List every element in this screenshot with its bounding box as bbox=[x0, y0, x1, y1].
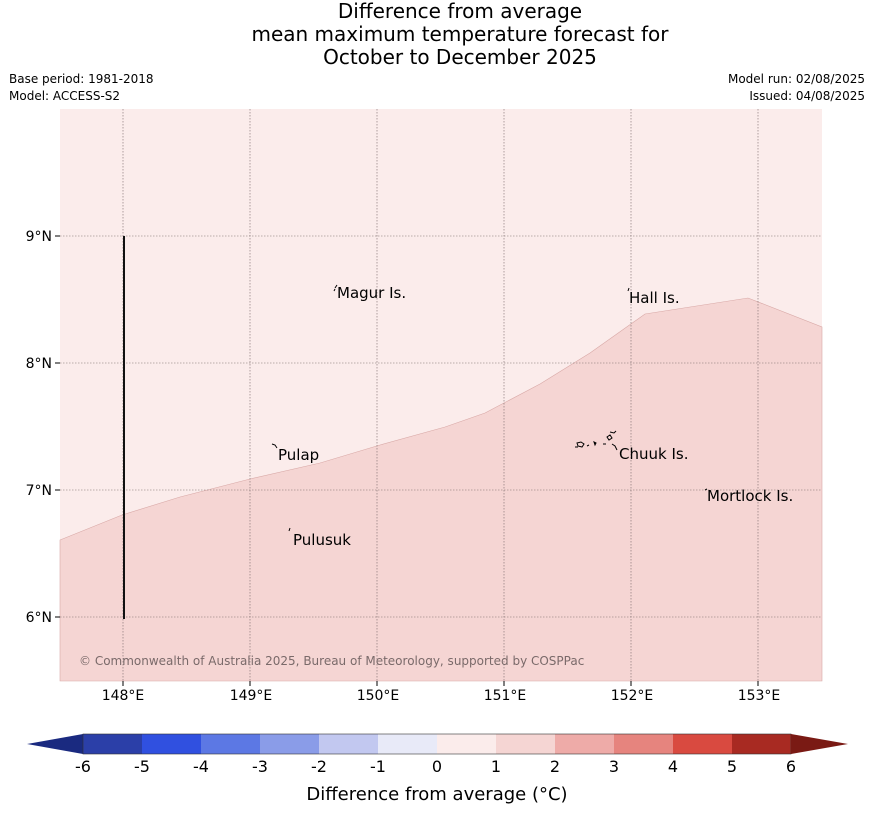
title-line-1: Difference from average bbox=[337, 0, 583, 23]
colorbar-cell bbox=[614, 734, 674, 754]
colorbar-tick-label: -6 bbox=[75, 757, 91, 776]
colorbar-high-extend bbox=[791, 734, 848, 754]
title-line-3: October to December 2025 bbox=[323, 45, 597, 69]
place-mortlock: Mortlock Is. bbox=[707, 487, 793, 505]
lon-label-151: 151°E bbox=[484, 688, 527, 704]
island-outlines bbox=[271, 284, 708, 532]
island-mortlock bbox=[704, 488, 708, 491]
model-run: Model run: 02/08/2025 bbox=[727, 72, 865, 86]
grid-lines bbox=[60, 109, 822, 681]
copyright-notice: © Commonwealth of Australia 2025, Bureau… bbox=[79, 654, 584, 668]
colorbar-tick-label: -5 bbox=[134, 757, 150, 776]
island-pulap bbox=[271, 443, 278, 449]
island-chuuk bbox=[575, 430, 618, 451]
base-period: Base period: 1981-2018 bbox=[9, 72, 154, 86]
colorbar-tick-label: -3 bbox=[252, 757, 268, 776]
colorbar-tick-label: 6 bbox=[786, 757, 796, 776]
lon-label-153: 153°E bbox=[738, 688, 781, 704]
map-panel: 148°E 149°E 150°E 151°E 152°E 153°E 9°N … bbox=[26, 109, 823, 704]
zone-1-to-2 bbox=[59, 297, 823, 682]
colorbar-tick-label: 2 bbox=[550, 757, 560, 776]
colorbar-ticks: -6 -5 -4 -3 -2 -1 0 1 2 3 4 5 6 bbox=[75, 757, 796, 776]
colorbar-cell bbox=[673, 734, 733, 754]
colorbar-tick-label: -2 bbox=[311, 757, 327, 776]
lat-label-9: 9°N bbox=[26, 229, 52, 245]
lat-label-8: 8°N bbox=[26, 356, 52, 372]
colorbar-cell bbox=[555, 734, 615, 754]
lat-label-7: 7°N bbox=[26, 483, 52, 499]
colorbar-cell bbox=[142, 734, 202, 754]
colorbar-low-extend bbox=[27, 734, 83, 754]
colorbar-cell bbox=[732, 734, 792, 754]
colorbar: -6 -5 -4 -3 -2 -1 0 1 2 3 4 5 6 Difference from aver… bbox=[27, 733, 848, 805]
colorbar-cells bbox=[82, 733, 792, 755]
colorbar-cell bbox=[201, 734, 261, 754]
colorbar-cell bbox=[319, 734, 379, 754]
place-pulap: Pulap bbox=[278, 446, 319, 464]
colorbar-cell bbox=[496, 734, 556, 754]
lon-label-150: 150°E bbox=[357, 688, 400, 704]
place-pulusuk: Pulusuk bbox=[293, 531, 351, 549]
colorbar-tick-label: 3 bbox=[609, 757, 619, 776]
lon-label-149: 149°E bbox=[230, 688, 273, 704]
title-line-2: mean maximum temperature forecast for bbox=[251, 22, 669, 46]
colorbar-tick-label: 5 bbox=[727, 757, 737, 776]
colorbar-tick-label: 0 bbox=[432, 757, 442, 776]
colorbar-tick-label: 1 bbox=[491, 757, 501, 776]
island-hall bbox=[627, 287, 630, 292]
colorbar-cell bbox=[83, 734, 143, 754]
model-name: Model: ACCESS-S2 bbox=[9, 89, 121, 103]
axis-ticks bbox=[55, 235, 759, 686]
colorbar-cell bbox=[437, 734, 497, 754]
colorbar-tick-label: -1 bbox=[370, 757, 386, 776]
place-magur: Magur Is. bbox=[337, 284, 406, 302]
issued-date: Issued: 04/08/2025 bbox=[749, 89, 865, 103]
place-chuuk: Chuuk Is. bbox=[619, 445, 688, 463]
meta-right: Model run: 02/08/2025 Issued: 04/08/2025 bbox=[728, 71, 865, 105]
chart-title: Difference from average mean maximum tem… bbox=[0, 0, 873, 69]
colorbar-tick-label: 4 bbox=[668, 757, 678, 776]
island-pulusuk bbox=[288, 527, 291, 532]
colorbar-tick-label: -4 bbox=[193, 757, 209, 776]
island-magur bbox=[333, 284, 338, 292]
lat-label-6: 6°N bbox=[26, 610, 52, 626]
colorbar-label: Difference from average (°C) bbox=[306, 784, 567, 805]
lon-label-148: 148°E bbox=[102, 688, 145, 704]
colorbar-cell bbox=[378, 734, 438, 754]
lon-label-152: 152°E bbox=[611, 688, 654, 704]
meta-left: Base period: 1981-2018 Model: ACCESS-S2 bbox=[9, 71, 154, 105]
place-hall: Hall Is. bbox=[629, 289, 680, 307]
colorbar-cell bbox=[260, 734, 320, 754]
